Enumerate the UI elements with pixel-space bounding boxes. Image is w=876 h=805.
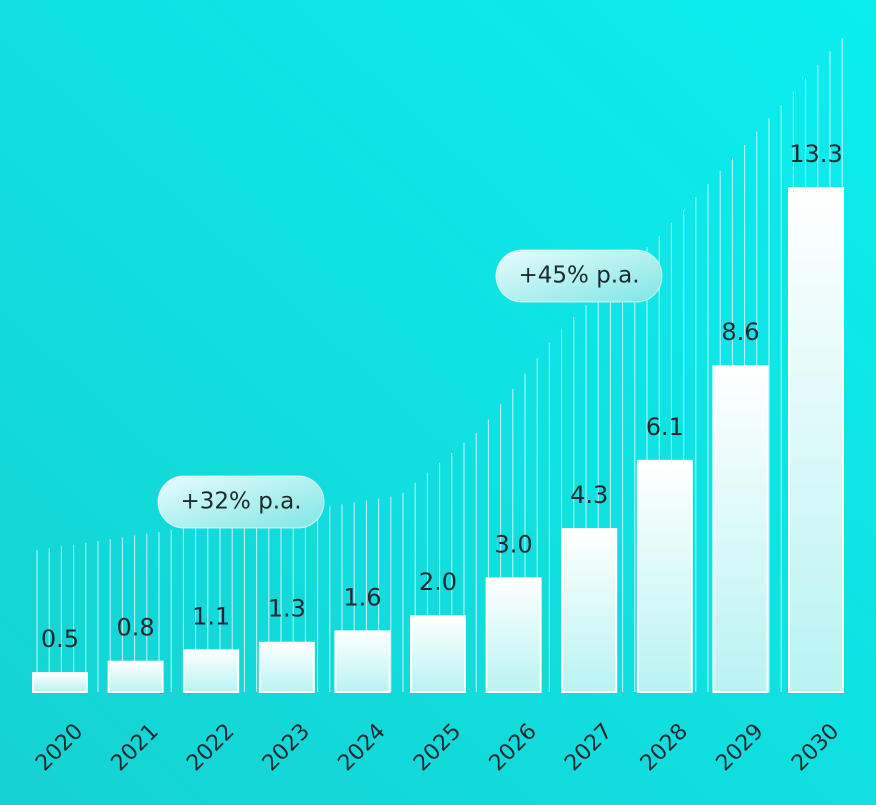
bar	[712, 365, 769, 693]
value-label: 8.6	[721, 318, 759, 346]
value-label: 1.6	[343, 583, 381, 611]
value-label: 2.0	[419, 568, 457, 596]
bar	[636, 459, 693, 693]
value-label: 0.5	[41, 625, 79, 653]
value-label: 13.3	[789, 140, 842, 168]
bar	[183, 649, 240, 694]
bar	[258, 641, 315, 693]
bar	[334, 630, 391, 693]
annotation-pill	[157, 475, 325, 529]
bar	[485, 577, 542, 694]
bar	[788, 187, 844, 693]
value-label: 3.0	[495, 530, 533, 558]
value-label: 0.8	[117, 614, 155, 642]
bar	[410, 615, 466, 693]
value-label: 1.1	[192, 602, 230, 630]
bar	[32, 672, 88, 693]
annotation: +45% p.a.	[518, 263, 639, 289]
annotation-pill	[495, 249, 663, 303]
bar	[561, 528, 618, 693]
annotation: +32% p.a.	[180, 489, 301, 515]
value-label: 1.3	[268, 595, 306, 623]
bar	[107, 660, 164, 693]
value-label: 4.3	[570, 481, 608, 509]
value-label: 6.1	[646, 413, 684, 441]
